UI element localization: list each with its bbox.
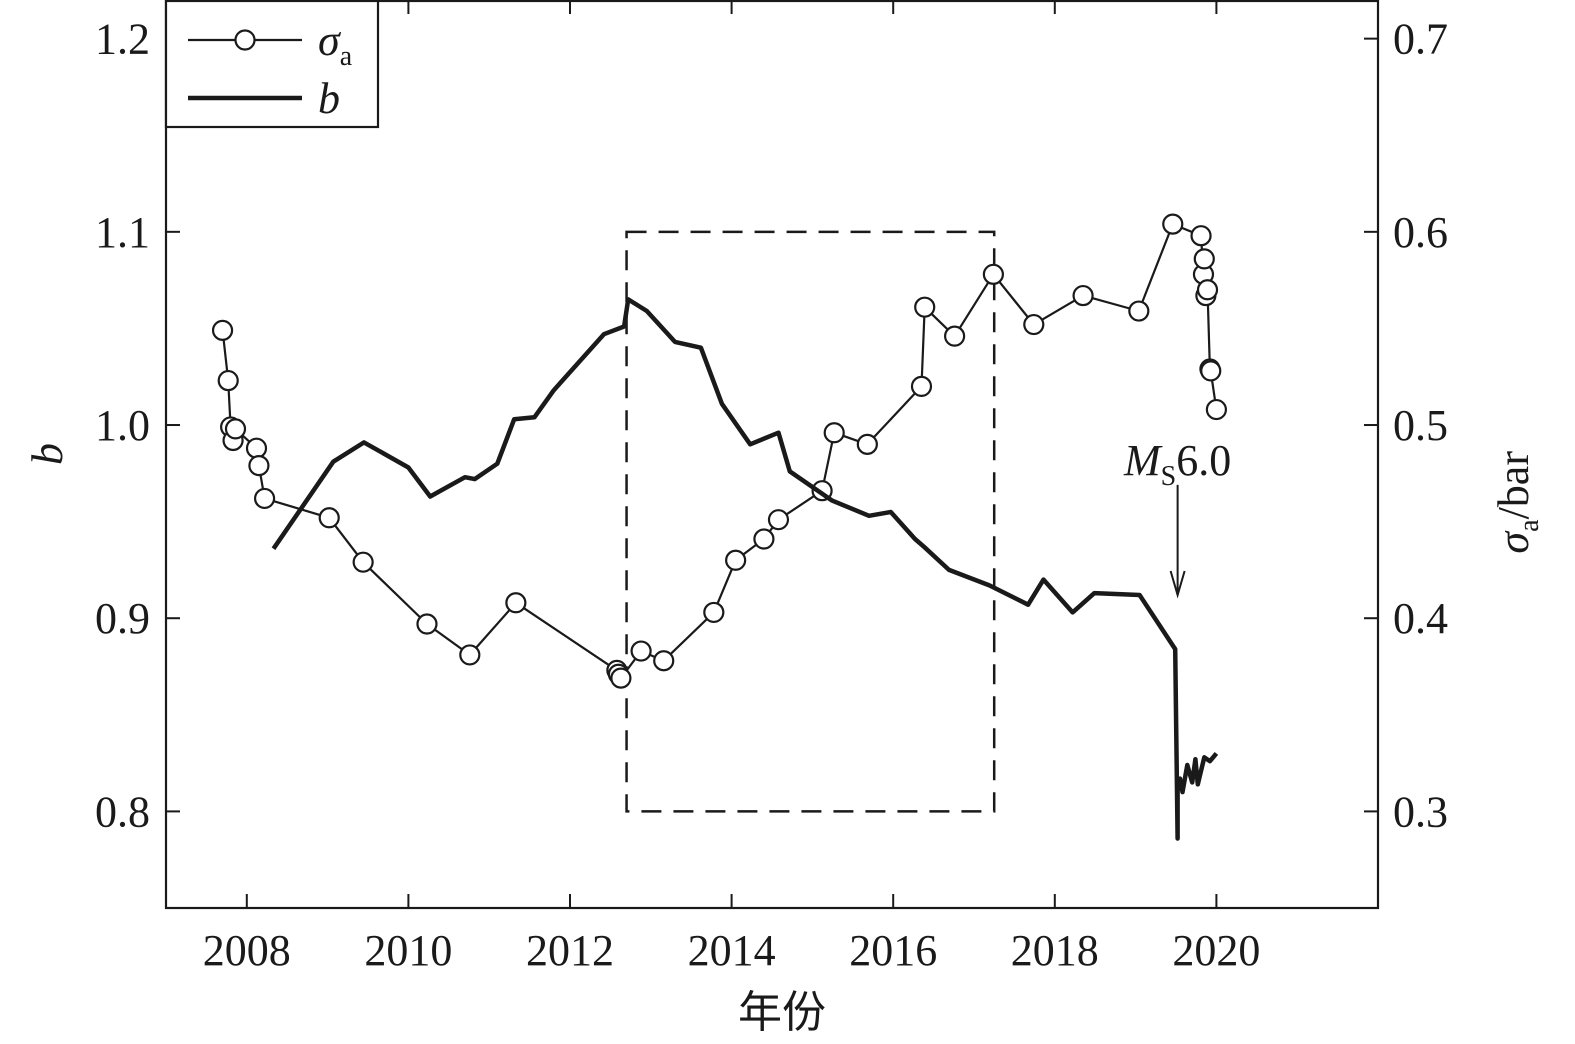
y-left-tick-label: 0.9 — [95, 594, 150, 643]
y-left-tick-label: 1.0 — [95, 401, 150, 450]
data-point-sigma-a — [1023, 313, 1045, 336]
data-point-sigma-a — [1193, 248, 1215, 270]
data-point-sigma-a — [505, 592, 527, 614]
data-point-sigma-a — [459, 644, 481, 666]
data-point-sigma-a — [1072, 284, 1094, 307]
x-tick-label: 2012 — [526, 926, 614, 975]
x-axis-label: 年份 — [738, 988, 826, 1037]
data-point-sigma-a — [352, 551, 374, 573]
event-label-ms6: MS6.0 — [1123, 436, 1231, 492]
data-point-sigma-a — [610, 667, 632, 689]
series-layer — [211, 213, 1228, 841]
data-point-sigma-a — [767, 509, 790, 531]
data-point-sigma-a — [1200, 360, 1222, 382]
x-tick-label: 2010 — [364, 926, 452, 975]
axes-layer: 2008 2010 2012 2014 2016 2018 2020 0.8 0.9 1.0 1.1… — [23, 0, 1545, 1037]
y-left-tick-label: 1.1 — [95, 208, 150, 257]
data-point-sigma-a — [856, 433, 878, 455]
event-arrow-head — [1169, 570, 1186, 599]
dashed-highlight-box — [625, 230, 996, 813]
x-tick-label: 2020 — [1172, 926, 1260, 975]
data-point-sigma-a — [1190, 225, 1212, 247]
data-point-sigma-a — [753, 528, 775, 550]
x-tick-label: 2014 — [688, 926, 776, 975]
y-right-tick-label: 0.3 — [1393, 787, 1448, 836]
data-point-sigma-a — [1162, 213, 1184, 235]
data-point-sigma-a — [224, 418, 247, 440]
data-point-sigma-a — [944, 325, 966, 347]
data-point-sigma-a — [910, 375, 933, 397]
plot-frame — [164, 0, 1380, 910]
data-point-sigma-a — [725, 549, 747, 571]
data-point-sigma-a — [1196, 279, 1219, 301]
y-right-axis-label: σa/bar — [1489, 451, 1545, 554]
data-point-sigma-a — [914, 296, 936, 318]
data-point-sigma-a — [982, 263, 1004, 285]
legend-swatch-marker-sigma-a — [234, 29, 256, 51]
data-point-sigma-a — [211, 319, 234, 341]
series-line-b — [271, 297, 1219, 841]
y-right-tick-label: 0.5 — [1393, 401, 1448, 450]
data-point-sigma-a — [217, 369, 239, 392]
data-point-sigma-a — [703, 601, 725, 624]
y-left-axis-label: b — [23, 443, 72, 465]
x-tick-label: 2018 — [1011, 926, 1099, 975]
data-point-sigma-a — [248, 454, 270, 477]
data-point-sigma-a — [253, 487, 276, 510]
x-tick-label: 2016 — [849, 926, 937, 975]
y-right-tick-label: 0.7 — [1393, 15, 1448, 64]
data-point-sigma-a — [653, 650, 675, 672]
y-right-tick-label: 0.6 — [1393, 208, 1448, 257]
data-point-sigma-a — [318, 507, 340, 529]
legend-label-sigma-a: σa — [318, 16, 353, 72]
data-point-sigma-a — [630, 640, 652, 662]
legend-label-b: b — [318, 74, 340, 123]
data-point-sigma-a — [823, 422, 845, 444]
x-tick-label: 2008 — [203, 926, 291, 975]
y-left-tick-label: 1.2 — [95, 15, 150, 64]
data-point-sigma-a — [1128, 300, 1150, 322]
legend-box — [164, 0, 380, 129]
y-left-tick-label: 0.8 — [95, 787, 150, 836]
data-point-sigma-a — [245, 437, 268, 459]
data-point-sigma-a — [1205, 398, 1228, 421]
data-point-sigma-a — [416, 613, 438, 635]
annotations-layer: MS6.0 — [625, 230, 1231, 813]
legend-layer: σab — [164, 0, 380, 129]
y-right-tick-label: 0.4 — [1393, 594, 1448, 643]
